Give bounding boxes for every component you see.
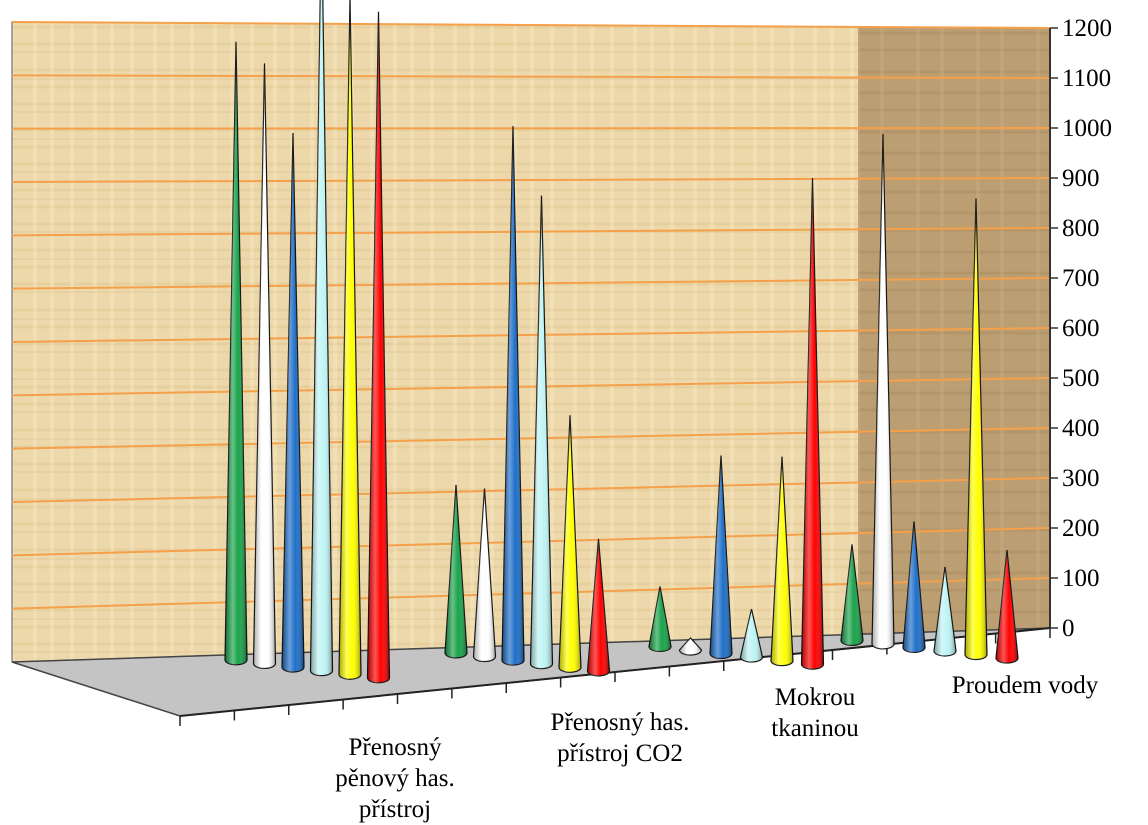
cone-shading	[282, 133, 304, 673]
cone-shading	[965, 198, 987, 660]
cone-shading	[225, 41, 247, 665]
gridline	[11, 127, 1051, 130]
cone-shading	[445, 484, 467, 658]
category-label: Mokrou	[775, 684, 856, 711]
y-tick-label: 0	[1062, 615, 1075, 642]
cone-shading	[530, 195, 553, 669]
cone-shading	[771, 456, 793, 666]
cone-shading	[253, 63, 276, 669]
category-label: Přenosný	[348, 734, 442, 761]
gridline	[11, 227, 1051, 237]
cone-shading	[559, 415, 581, 673]
cone-shading	[649, 586, 671, 652]
gridline	[11, 327, 1051, 343]
y-tick-label: 500	[1062, 365, 1100, 392]
y-tick-label: 300	[1062, 465, 1100, 492]
gridline	[11, 74, 1051, 79]
gridline	[11, 277, 1051, 290]
gridline	[11, 21, 1051, 29]
cone-shading	[740, 609, 763, 663]
y-tick-label: 800	[1062, 215, 1100, 242]
cone-shading	[996, 550, 1018, 664]
cone-shading	[801, 178, 824, 670]
y-tick-label: 400	[1062, 415, 1100, 442]
y-tick-label: 600	[1062, 315, 1100, 342]
cone-shading	[367, 11, 390, 683]
category-label: tkaninou	[771, 715, 859, 742]
y-tick-label: 1200	[1062, 15, 1112, 42]
y-tick-label: 1100	[1062, 65, 1111, 92]
category-label: Přenosný has.	[551, 709, 690, 736]
cone-shading	[841, 544, 863, 646]
category-label: přístroj CO2	[557, 740, 683, 767]
y-tick-label: 700	[1062, 265, 1100, 292]
cone-shading	[934, 566, 956, 656]
back-wall	[12, 22, 858, 662]
cone-shading	[502, 126, 524, 666]
gridline	[11, 377, 1051, 397]
category-label: Proudem vody	[952, 672, 1099, 699]
cone-shading	[339, 0, 361, 680]
cone-shading	[679, 637, 702, 655]
cone-shading	[710, 455, 732, 659]
gridline	[11, 177, 1051, 183]
cone-shading	[473, 488, 496, 662]
category-label: pěnový has.	[335, 765, 454, 792]
cone-shading	[587, 538, 610, 676]
y-tick-label: 200	[1062, 515, 1100, 542]
y-tick-label: 100	[1062, 565, 1100, 592]
category-label: přístroj	[359, 796, 431, 823]
y-tick-label: 1000	[1062, 115, 1112, 142]
cone-shading	[903, 521, 925, 653]
cone-shading	[872, 133, 894, 649]
y-tick-label: 900	[1062, 165, 1100, 192]
cone-shading	[310, 0, 333, 676]
